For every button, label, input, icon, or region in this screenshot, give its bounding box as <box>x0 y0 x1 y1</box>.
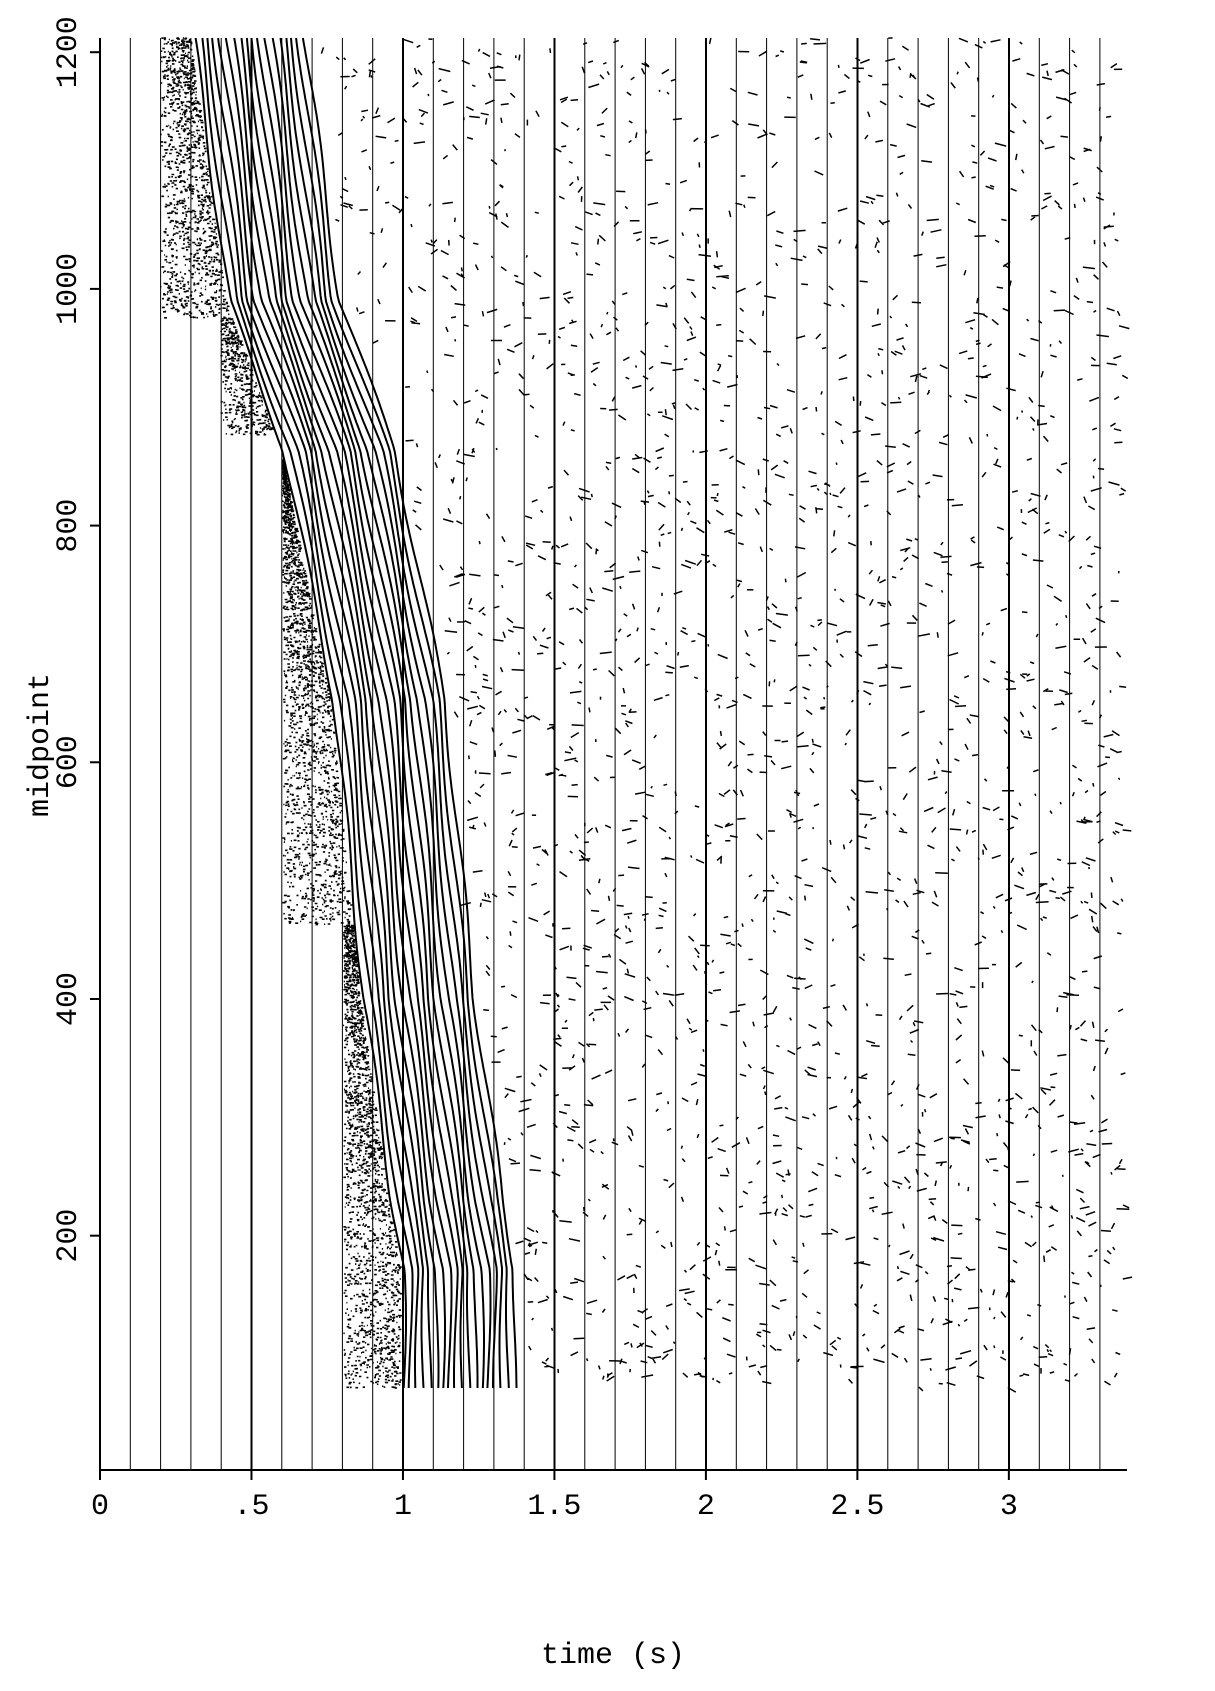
chart: 0.511.522.5320040060080010001200 time (s… <box>0 0 1215 1691</box>
coherent-event <box>247 38 458 1388</box>
y-tick-label: 1200 <box>52 16 86 88</box>
coherent-event <box>273 38 484 1388</box>
coherent-event <box>257 38 470 1388</box>
y-tick-label: 400 <box>52 972 86 1026</box>
x-tick-label: 1 <box>394 1490 412 1524</box>
seismic-image <box>100 38 1132 1470</box>
x-axis-label: time (s) <box>541 1639 685 1673</box>
y-tick-label: 200 <box>52 1209 86 1263</box>
coherent-event <box>234 38 445 1388</box>
x-tick-label: 3 <box>1000 1490 1018 1524</box>
x-tick-label: 0 <box>91 1490 109 1524</box>
x-tick-label: 2 <box>697 1490 715 1524</box>
x-tick-label: 1.5 <box>527 1490 581 1524</box>
y-tick-label: 1000 <box>52 253 86 325</box>
y-tick-label: 800 <box>52 499 86 553</box>
x-tick-label: 2.5 <box>830 1490 884 1524</box>
y-axis-label: midpoint <box>24 673 58 817</box>
coherent-event <box>207 38 418 1388</box>
coherent-event <box>212 38 423 1388</box>
x-tick-label: .5 <box>233 1490 269 1524</box>
coherent-event <box>242 38 452 1388</box>
coherent-event <box>286 38 497 1388</box>
coherent-event <box>303 38 517 1388</box>
